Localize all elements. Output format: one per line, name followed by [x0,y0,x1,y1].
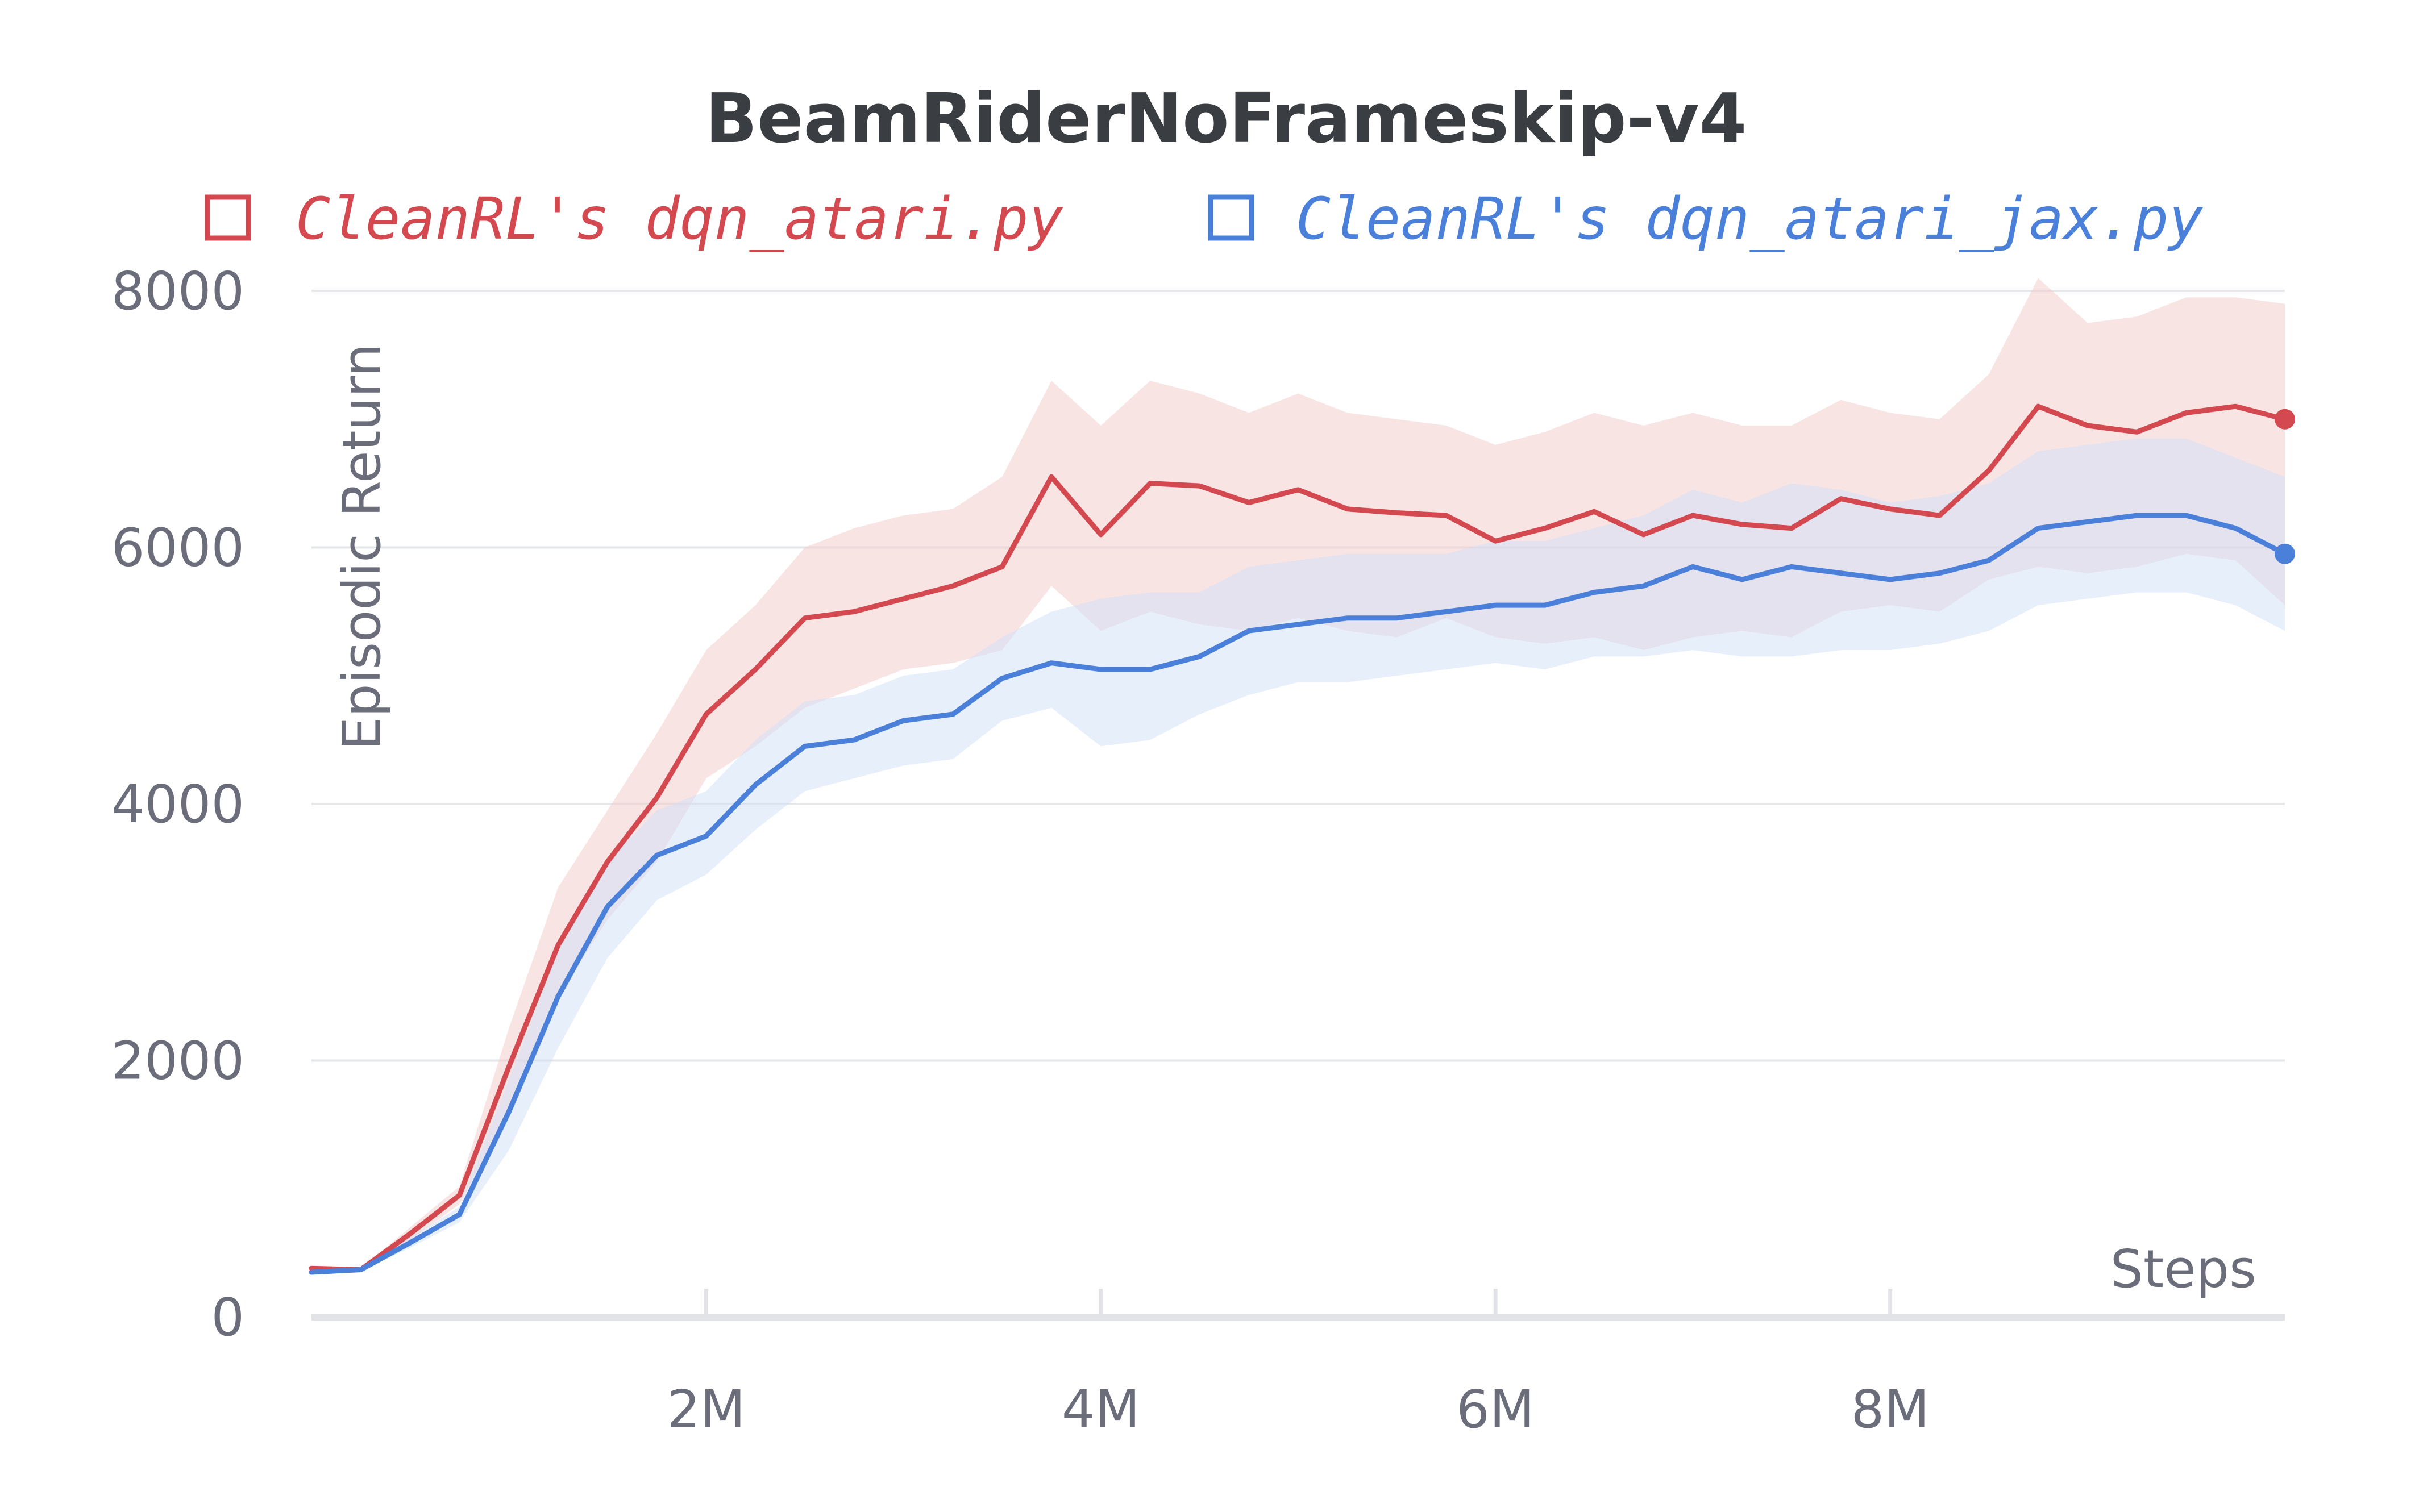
series-endpoint-1 [2275,543,2295,564]
legend-swatch-red [205,194,251,241]
legend-item-dqn-atari-jax[interactable]: CleanRL's dqn_atari_jax.py [1208,185,2204,253]
legend: CleanRL's dqn_atari.py CleanRL's dqn_ata… [205,185,2204,253]
y-tick-label: 8000 [111,261,244,322]
series-endpoints [2275,409,2295,564]
y-tick-label: 2000 [111,1031,244,1092]
legend-label-dqn-atari-jax: CleanRL's dqn_atari_jax.py [1296,185,2204,253]
x-axis: 2M 4M 6M 8M [311,1289,2285,1440]
series-lines [309,403,2288,1275]
y-axis: 0 2000 4000 6000 8000 [111,261,244,1348]
x-axis-label: Steps [2110,1239,2256,1299]
x-tick-label: 4M [1062,1379,1140,1440]
legend-label-dqn-atari: CleanRL's dqn_atari.py [296,185,1064,253]
y-tick-label: 0 [211,1287,244,1348]
legend-swatch-blue [1208,194,1254,241]
y-tick-label: 4000 [111,774,244,835]
series-line-0[interactable] [309,403,2288,1272]
x-tick-label: 8M [1851,1379,1930,1440]
chart-title: BeamRiderNoFrameskip-v4 [705,80,1747,159]
series-endpoint-0 [2275,409,2295,430]
series-band-1 [311,438,2285,1274]
y-axis-label: Episodic Return [331,344,392,750]
x-tick-label: 6M [1456,1379,1535,1440]
x-tick-label: 2M [667,1379,745,1440]
series-line-1[interactable] [309,513,2288,1275]
y-tick-label: 6000 [111,518,244,578]
legend-item-dqn-atari[interactable]: CleanRL's dqn_atari.py [205,185,1064,253]
